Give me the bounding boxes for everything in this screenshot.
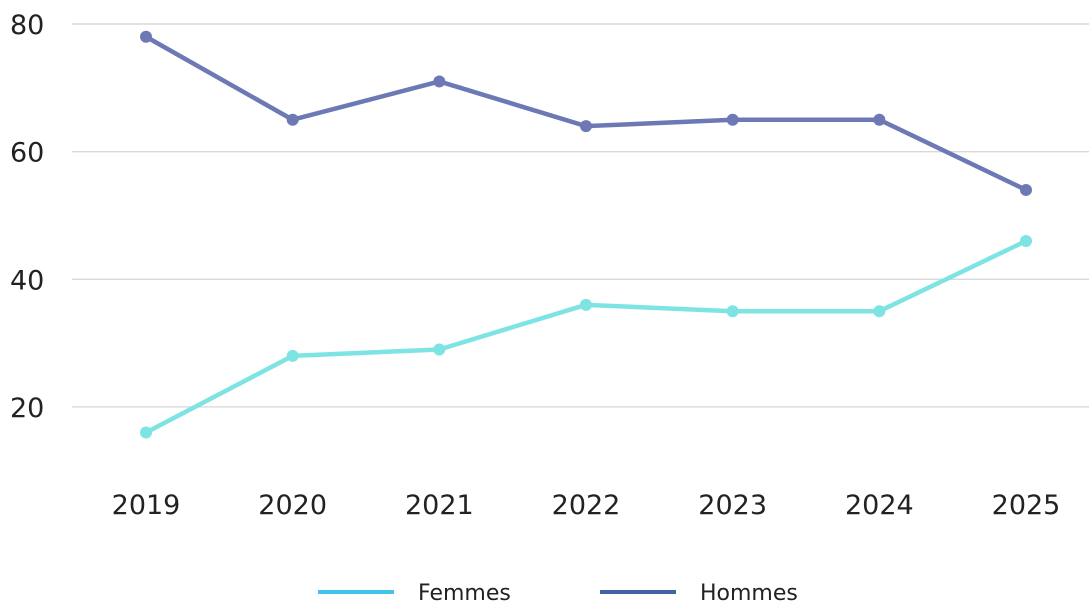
data-point-femmes-2025 (1020, 235, 1032, 247)
series-layer (140, 30, 1032, 439)
data-point-hommes-2021 (433, 75, 446, 88)
data-point-hommes-2023 (726, 113, 739, 126)
series-hommes (140, 30, 1032, 196)
data-point-hommes-2025 (1020, 183, 1032, 196)
x-tick-label: 2025 (992, 490, 1061, 521)
legend-label-hommes: Hommes (700, 581, 798, 604)
gridlines (72, 23, 1089, 408)
x-tick-label: 2022 (552, 490, 621, 521)
series-femmes (140, 235, 1032, 439)
data-point-hommes-2019 (140, 30, 152, 43)
y-tick-label: 60 (10, 138, 44, 169)
data-point-hommes-2022 (580, 120, 592, 133)
data-point-femmes-2022 (580, 298, 592, 311)
series-line-femmes (143, 238, 1029, 435)
x-tick-label: 2021 (405, 490, 474, 521)
data-point-femmes-2019 (140, 426, 152, 439)
x-tick-label: 2020 (258, 490, 327, 521)
data-point-femmes-2020 (286, 349, 299, 362)
data-point-femmes-2023 (726, 305, 739, 318)
data-point-femmes-2021 (433, 343, 446, 356)
x-tick-label: 2024 (845, 490, 914, 521)
data-point-hommes-2020 (286, 113, 299, 126)
legend: Femmes Hommes (318, 581, 798, 604)
data-point-hommes-2024 (873, 113, 886, 126)
series-line-hommes (143, 34, 1029, 193)
x-axis-tick-labels: 2019 2020 2021 2022 2023 2024 2025 (112, 490, 1061, 521)
y-tick-label: 80 (10, 10, 44, 41)
data-point-femmes-2024 (873, 305, 886, 318)
y-tick-label: 40 (10, 265, 44, 296)
y-axis-tick-labels: 20 40 60 80 (10, 10, 44, 424)
legend-label-femmes: Femmes (418, 581, 511, 604)
y-tick-label: 20 (10, 393, 44, 424)
x-tick-label: 2023 (698, 490, 767, 521)
x-tick-label: 2019 (112, 490, 181, 521)
